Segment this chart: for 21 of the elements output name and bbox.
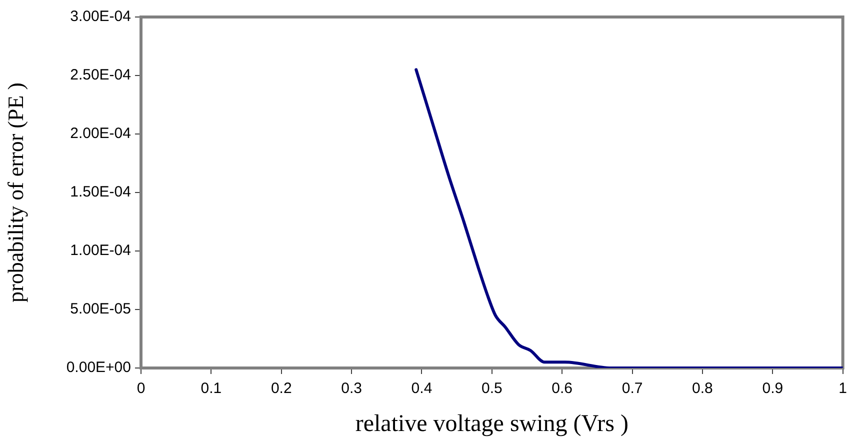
y-tick-label: 1.50E-04 [70,184,131,201]
y-tick-label: 3.00E-04 [70,8,131,26]
x-tick-label: 0.1 [200,380,222,398]
x-axis-title: relative voltage swing (Vrs ) [355,410,628,437]
y-tick-label: 5.00E-05 [70,300,131,318]
x-tick-label: 0.8 [692,380,713,398]
x-tick-label: 0.7 [622,380,643,398]
x-tick-label: 0 [136,380,146,398]
y-tick-label: 1.00E-04 [70,242,131,260]
x-tick-label: 1 [838,380,847,398]
x-tick-label: 0.4 [411,380,432,398]
x-tick-label: 0.9 [762,380,784,398]
x-tick-label: 0.6 [552,380,573,398]
x-tick-label: 0.2 [270,380,292,398]
x-tick-label: 0.3 [341,380,362,398]
line-series [414,68,843,368]
y-tick-label: 2.00E-04 [70,125,131,142]
y-tick-label: 2.50E-04 [70,66,131,84]
y-axis-title: probability of error (PE ) [2,82,28,302]
x-tick-label: 0.5 [481,380,502,398]
y-tick-label: 0.00E+00 [66,359,131,376]
